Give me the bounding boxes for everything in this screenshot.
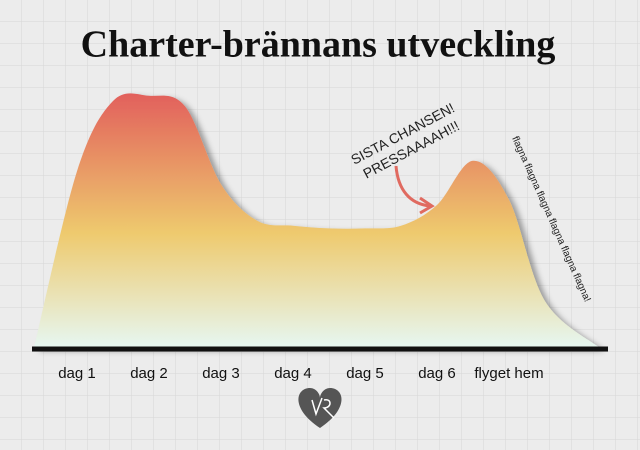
arrow: [394, 165, 431, 208]
x-tick-label: dag 6: [418, 365, 456, 382]
x-tick-label: dag 3: [202, 365, 240, 382]
x-tick-label: dag 4: [274, 365, 312, 382]
x-tick-label: dag 1: [58, 365, 96, 382]
x-tick-label: dag 5: [346, 365, 384, 382]
arrow-head: [419, 196, 435, 215]
x-tick-label: flyget hem: [474, 365, 543, 382]
chart-title: Charter-brännans utveckling: [81, 24, 556, 66]
x-tick-label: dag 2: [130, 365, 168, 382]
logo: [298, 388, 342, 428]
area: [34, 93, 600, 348]
